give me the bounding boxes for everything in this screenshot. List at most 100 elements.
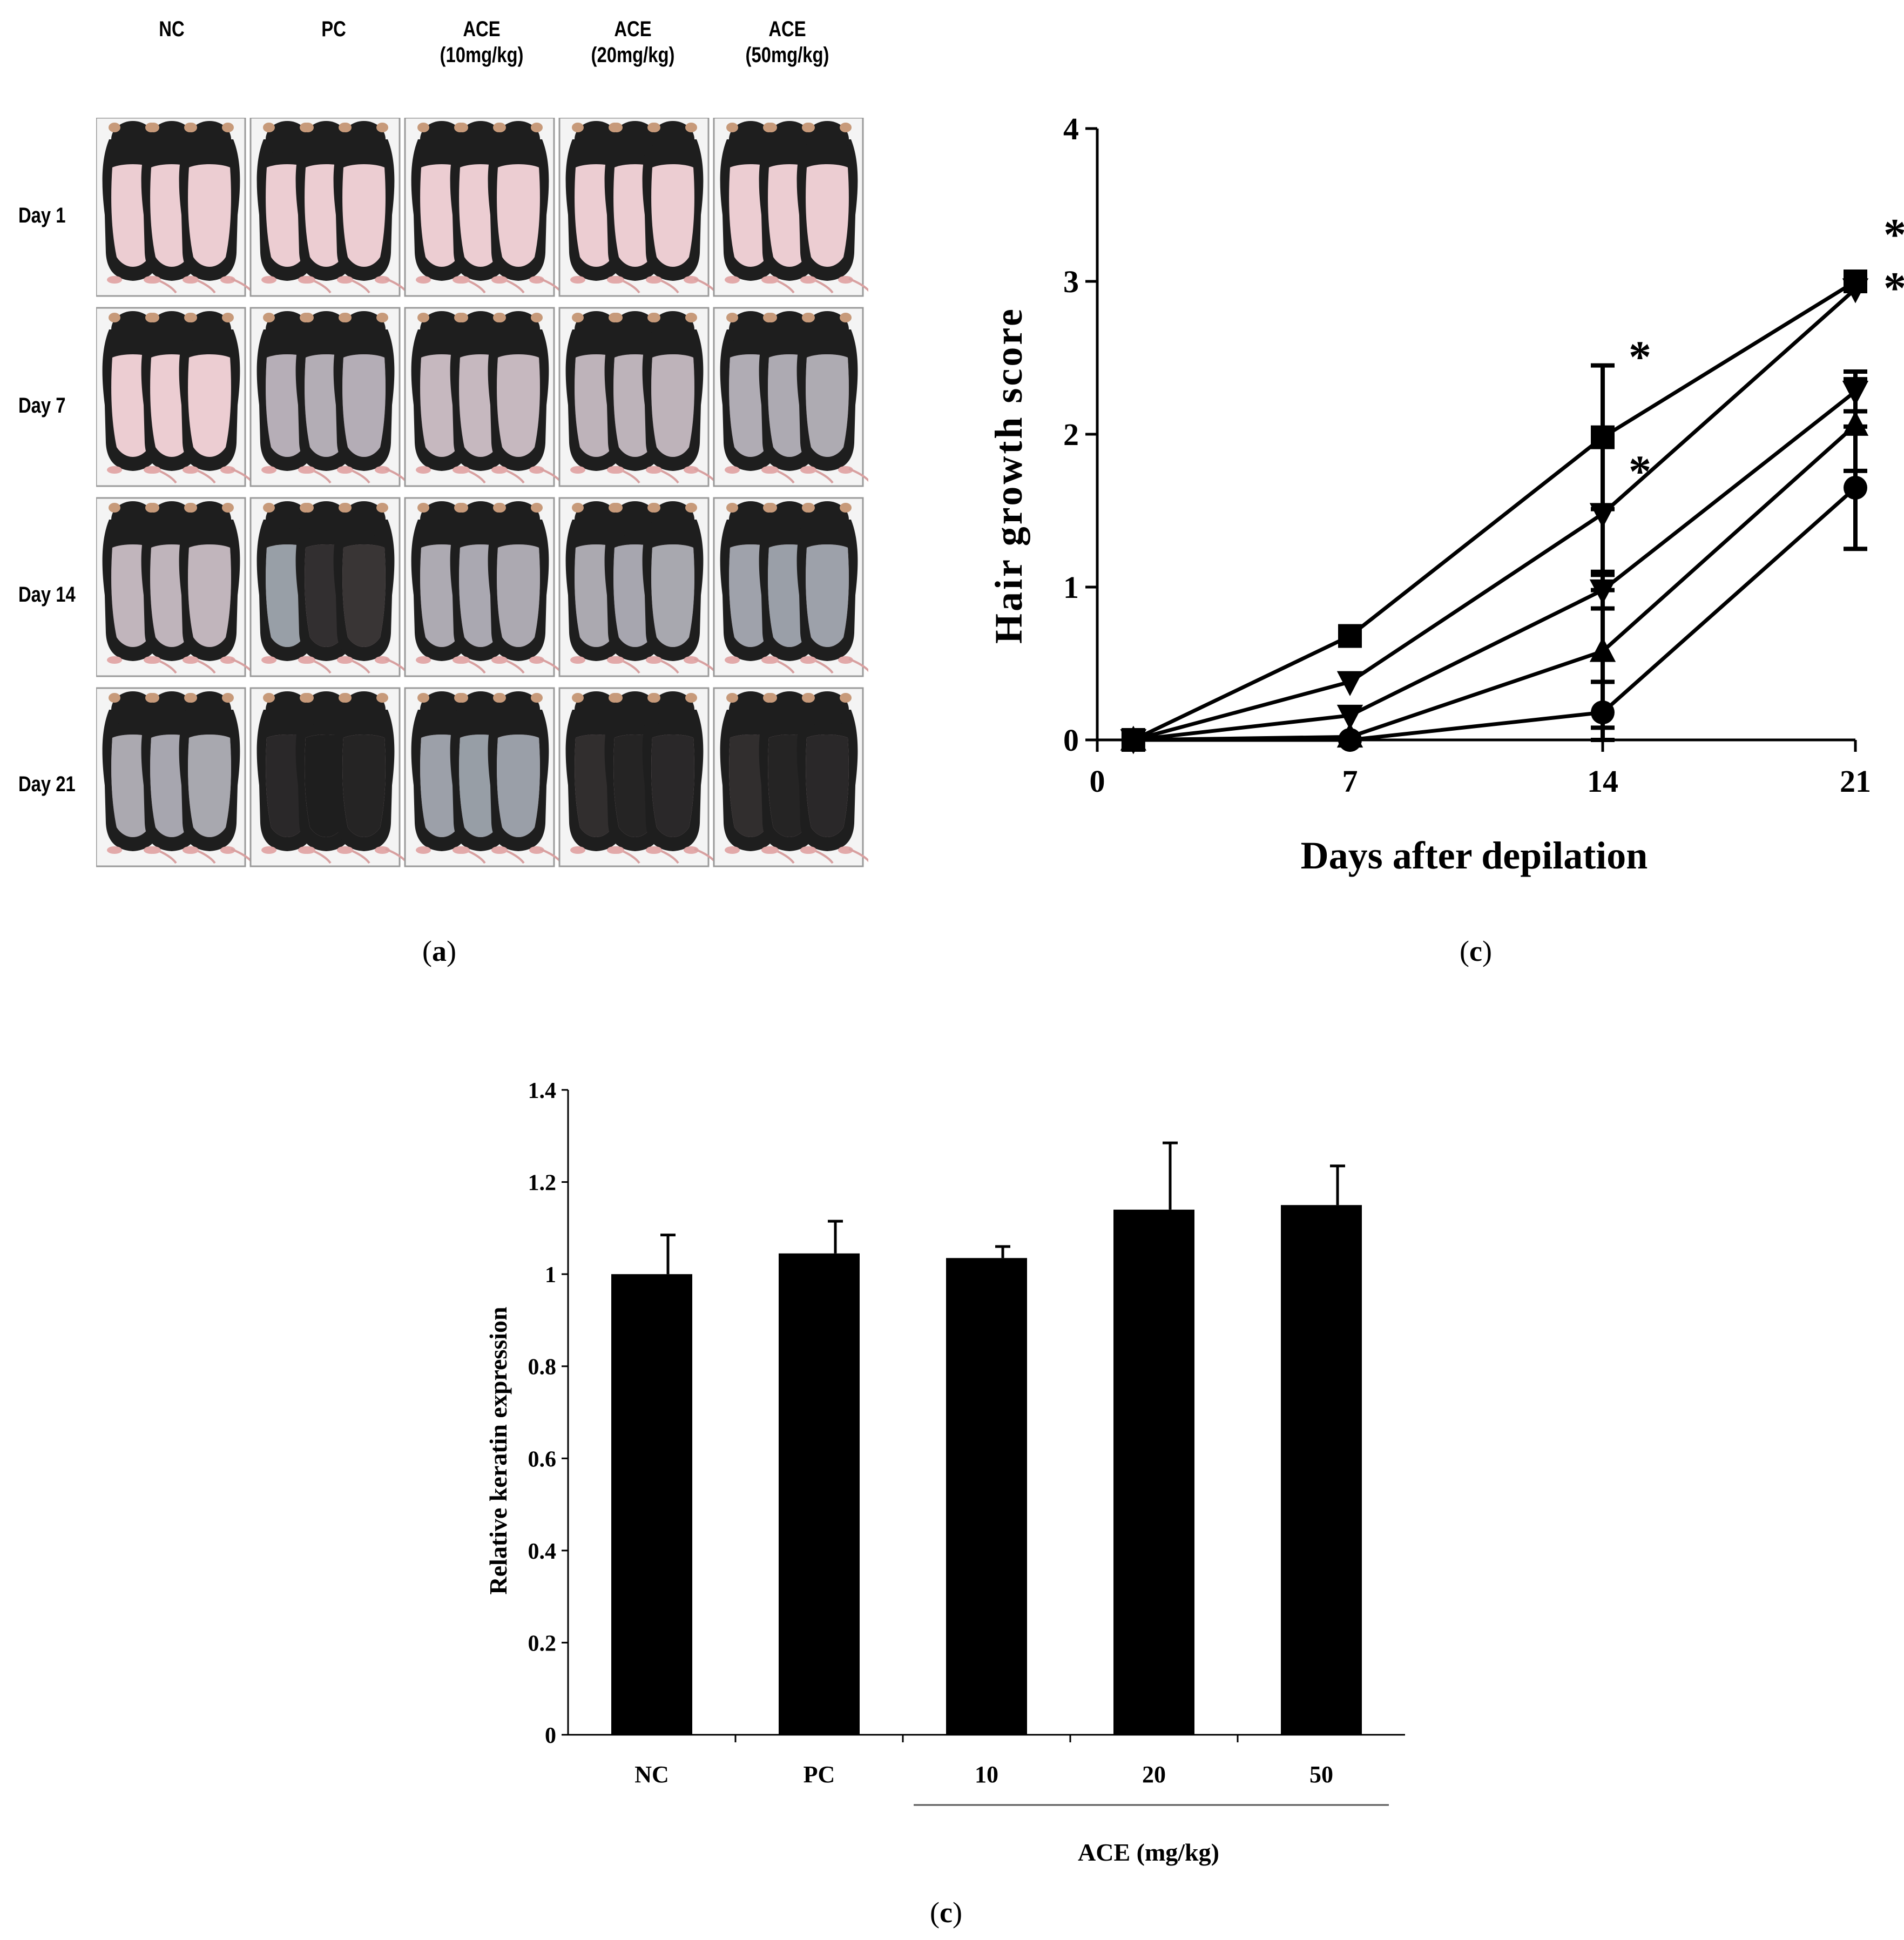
mouse-ear (456, 313, 468, 322)
bar (1281, 1205, 1362, 1735)
series-5 (1121, 424, 1867, 752)
x-tick-label: 7 (1342, 764, 1358, 799)
mouse-head (420, 501, 463, 538)
col-head-nc: NC (110, 16, 234, 42)
mouse-head (729, 311, 772, 348)
mouse-head (806, 311, 849, 348)
mouse-head (420, 691, 463, 728)
mouse-ear (185, 313, 197, 322)
mouse-ear (494, 123, 506, 132)
mouse-tail (848, 848, 868, 863)
mouse-ear (147, 693, 159, 703)
mouse-head (497, 501, 540, 538)
mouse-foot (647, 846, 662, 854)
photo-cell (558, 118, 717, 297)
mouse-head (111, 501, 154, 538)
y-tick-label: 1.2 (528, 1171, 557, 1196)
mouse-foot (261, 656, 276, 664)
panel-label-c: (c) (930, 1896, 962, 1929)
mouse-foot (184, 846, 199, 854)
mouse-head (768, 501, 811, 538)
mouse-ear (685, 313, 697, 322)
mouse-head (305, 501, 348, 538)
col-head-line2: (20mg/kg) (591, 43, 675, 67)
mouse-foot (725, 466, 740, 474)
photo-cell (249, 118, 408, 297)
mouse-foot (146, 466, 161, 474)
mouse-regrowth (342, 354, 386, 457)
mouse-head (188, 501, 231, 538)
mouse-ear (222, 503, 234, 513)
mouse-ear (494, 503, 506, 513)
mouse-ear (376, 693, 388, 703)
mouse-tail (848, 468, 868, 482)
point-marker (1842, 278, 1869, 304)
point-marker (1336, 704, 1363, 730)
photo-cell (96, 307, 254, 487)
mouse-foot (300, 656, 315, 664)
mouse-ear (147, 313, 159, 322)
mouse-foot (725, 276, 740, 284)
significance-asterisk: * (1629, 332, 1651, 382)
y-tick-label: 0.4 (528, 1539, 557, 1564)
mouse-ear (494, 693, 506, 703)
x-tick-label: NC (634, 1761, 669, 1788)
mouse-ear (417, 693, 429, 703)
point-marker (1591, 700, 1615, 725)
mouse-foot (801, 276, 816, 284)
mouse-ear (109, 123, 120, 132)
mouse-ear (572, 313, 584, 322)
group-label: ACE (mg/kg) (1078, 1838, 1219, 1866)
x-tick-label: 20 (1142, 1761, 1166, 1788)
mouse-foot (492, 846, 508, 854)
mouse-foot (338, 466, 353, 474)
photo-cell (713, 497, 868, 677)
photo-cell (713, 687, 868, 867)
photo-cell (404, 497, 563, 677)
significance-asterisk: * (1883, 263, 1904, 313)
mouse-ear (803, 503, 815, 513)
mouse-head (342, 121, 386, 158)
mouse-head (651, 311, 694, 348)
mouse-foot (338, 276, 353, 284)
mouse-foot (609, 276, 624, 284)
panel-label-b: (c) (1460, 935, 1492, 967)
y-tick-label: 0 (545, 1723, 556, 1748)
mouse-foot (725, 656, 740, 664)
col-head-pc: PC (272, 16, 396, 42)
mouse-skin (188, 544, 231, 647)
mouse-ear (185, 123, 197, 132)
mouse-ear (456, 123, 468, 132)
mouse-head (111, 121, 154, 158)
photo-cell (558, 687, 717, 867)
col-head-line1: NC (159, 17, 185, 41)
col-head-ace-50: ACE (50mg/kg) (725, 16, 849, 68)
mouse-ear (649, 693, 660, 703)
mouse-head (613, 501, 657, 538)
mouse-ear (456, 503, 468, 513)
mouse-skin (651, 164, 694, 267)
mouse-foot (647, 276, 662, 284)
bar-group: 50 (1237, 1164, 1362, 1788)
bar (611, 1274, 692, 1735)
mouse-head (497, 121, 540, 158)
y-axis-label: Relative keratin expression (484, 1306, 512, 1594)
mouse-head (188, 691, 231, 728)
series-4 (1120, 377, 1869, 751)
mouse-skin (342, 164, 386, 267)
mouse-ear (531, 123, 543, 132)
y-tick-label: 1 (545, 1263, 556, 1288)
mouse-foot (609, 656, 624, 664)
mouse-foot (492, 276, 508, 284)
col-head-line1: PC (321, 17, 346, 41)
mouse-ear (417, 123, 429, 132)
photo-cell (249, 687, 408, 867)
bar-group: 20 (1069, 1141, 1194, 1788)
mouse-foot (801, 466, 816, 474)
mouse-head (305, 691, 348, 728)
mouse-foot (764, 276, 779, 284)
mouse-ear (263, 503, 275, 513)
row-head-day-1: Day 1 (18, 204, 66, 227)
mouse-head (342, 691, 386, 728)
panel-label-a: (a) (422, 935, 456, 967)
